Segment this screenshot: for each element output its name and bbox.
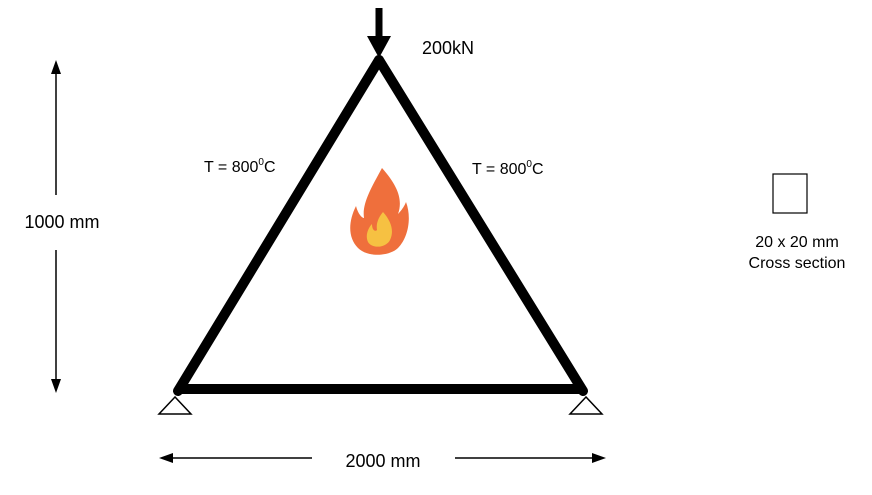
load-arrow [367,8,391,58]
cross-section-square [772,173,808,214]
right-member [374,55,588,396]
pin-support-right-icon [568,395,604,415]
load-label: 200kN [422,38,474,58]
cross-section-caption: Cross section [749,255,846,272]
left-member-temperature: T = 8000C [204,157,276,176]
left-member [173,55,384,396]
width-dimension-label: 2000 mm [345,451,420,471]
cross-section-size: 20 x 20 mm [755,234,839,251]
right-member-temperature: T = 8000C [472,159,544,178]
pin-support-left-icon [157,395,193,415]
height-dimension-label: 1000 mm [24,212,99,232]
height-dimension-arrow [51,60,61,393]
width-dimension-arrow [159,453,606,463]
fire-icon [350,168,409,255]
truss-frame [173,55,588,396]
